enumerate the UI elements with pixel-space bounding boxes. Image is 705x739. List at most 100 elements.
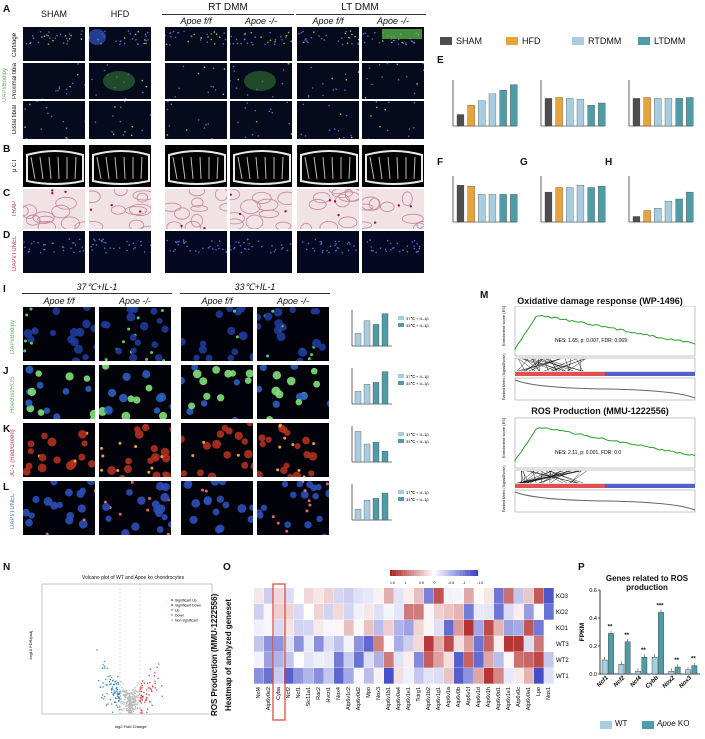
heatmap-cell [354,588,364,604]
volcano-point [112,683,115,686]
volcano-point [140,682,143,685]
p-legend-ko-gene: Apoe [657,719,676,728]
tile-art [301,238,357,254]
cell-nucleus [23,328,33,338]
heatmap-cell [454,604,464,620]
tissue-dot [318,35,320,37]
trap-trabecula [277,191,292,206]
mini-bar [587,187,595,223]
dapi-dot [207,247,210,249]
volcano-point [105,704,108,706]
cell-nucleus [25,462,33,470]
tissue-dot [281,82,284,85]
mini-bar [576,185,585,223]
legend-item-ltdmm: LTDMM [638,36,685,46]
trap-positive [51,192,54,195]
cell-nucleus [250,462,253,470]
dapi-dot [43,248,45,251]
dapi-dot [396,242,399,245]
tissue-dot [25,42,28,45]
gsea-stats: NES: 1.65, p: 0.007, FDR: 0.069 [555,338,627,344]
tissue-dot [237,78,240,81]
ct-trabecula [123,156,126,180]
p-significance: *** [656,603,664,609]
volcano-point [102,686,104,688]
tissue-dot [70,34,72,37]
dapi-dot [313,250,316,252]
volcano-point [101,694,104,696]
dapi-dot [28,248,31,250]
volcano-point [102,664,104,666]
heatmap-cell [464,588,474,604]
tissue-dot [185,129,188,131]
row-label-proximal: Proximal tibia [12,63,18,100]
c37-underline [22,293,172,294]
tissue-dot [298,138,301,139]
tissue-dots [298,103,353,139]
tissue-dot [288,122,291,125]
p-x-tick-label: Nox2 [662,675,677,690]
heatmap-gene-label: Atp6v0c [516,687,522,707]
ct-outline [233,150,291,185]
ct-trabecula [313,156,318,180]
cell-art [99,365,171,419]
cell-nucleus [310,367,318,375]
tissue-dot [306,40,308,42]
heatmap-gene-label: Atp6v1c2 [346,687,352,710]
cell-nucleus [203,392,211,400]
mini-bar [478,194,486,223]
tissue-dots [230,31,292,46]
volcano-xlabel: log2 Fold Change [115,724,147,729]
tissue-dot [210,85,212,88]
gsea-frame [514,306,696,357]
cell-nucleus [126,312,136,322]
mini-bar [598,102,606,127]
cell-nucleus [129,353,138,361]
tissue-dot [397,79,400,81]
tissue-dot [69,85,71,88]
volcano-point [141,696,143,699]
dapi-dot [347,249,350,252]
dapi-dot [202,247,204,250]
tissue-dot [84,120,85,123]
tissue-dots [165,30,227,46]
heatmap-scale-cell [418,570,421,576]
heatmap-scale-cell [471,570,474,576]
cq-bar [381,313,389,347]
cell-tile [256,480,330,536]
dapi-dot [68,238,71,240]
heatmap-scale-cell [475,570,479,576]
cell-signal [73,459,77,463]
cell-nucleus [295,398,303,406]
volcano-point [148,694,150,696]
heatmap-gene-label: Cyba [276,686,282,700]
legend-swatch [638,37,650,45]
cell-nucleus [78,430,87,439]
cell-nucleus [52,307,61,316]
volcano-point [132,710,135,713]
volcano-point [139,699,141,701]
dapi-dot [222,248,224,251]
tissue-dot [49,37,51,39]
heatmap-cell [444,652,454,668]
gsea-hit [570,470,582,484]
row-label-l: DAPI/TUNEL [10,493,16,529]
mini-bar [499,194,507,223]
tissue-dot [144,33,147,36]
tissue-tile-c [296,188,360,230]
trap-trabecula [129,203,151,216]
volcano-point [134,686,136,688]
tissue-dot [206,33,209,36]
tissue-tile-d [22,230,86,274]
heatmap-gene-label: Tcirg1 [416,687,422,702]
tissue-dot [25,137,28,139]
cell-nucleus [167,521,171,528]
heatmap-cell [424,668,434,684]
heatmap-cell [294,588,304,604]
heatmap-scale-cell [445,570,448,576]
tile-art [230,189,292,229]
heatmap-cell [324,668,334,684]
tissue-tile-a [22,62,86,100]
tissue-tile-a [229,62,293,100]
heatmap-scale-label: 1 [405,581,407,585]
